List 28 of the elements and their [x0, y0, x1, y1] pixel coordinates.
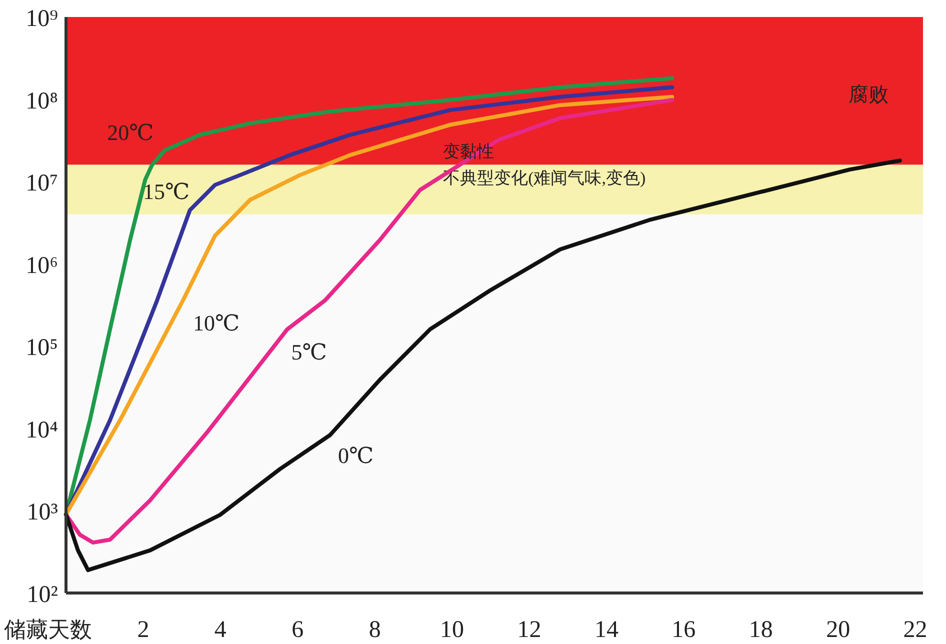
series-label: 15℃: [143, 178, 190, 204]
series-label: 5℃: [291, 339, 327, 364]
x-tick-label: 18: [748, 617, 773, 643]
annotation: 变黏性: [443, 142, 494, 161]
series-label: 10℃: [192, 310, 240, 336]
x-tick-label: 22: [903, 617, 928, 643]
y-tick-label: 10²: [26, 582, 58, 608]
x-tick-label: 14: [594, 617, 618, 643]
y-tick-label: 10⁷: [26, 170, 58, 197]
x-tick-label: 12: [517, 617, 542, 643]
x-tick-label: 4: [214, 617, 226, 643]
x-tick-label: 6: [292, 617, 304, 643]
y-tick-label: 10³: [26, 500, 58, 526]
series-label: 0℃: [338, 443, 374, 468]
y-tick-label: 10⁶: [26, 252, 58, 279]
x-tick-label: 16: [672, 617, 696, 643]
y-tick-label: 10⁵: [26, 335, 58, 362]
x-tick-label: 2: [137, 617, 150, 643]
band-label: 腐败: [848, 84, 889, 106]
x-tick-label: 20: [826, 617, 850, 643]
x-tick-label: 8: [368, 617, 381, 643]
series-label: 20℃: [107, 120, 154, 145]
y-tick-label: 10⁸: [26, 88, 58, 114]
y-tick-label: 10⁴: [26, 417, 58, 444]
y-tick-label: 10⁹: [26, 6, 58, 32]
line-series: [64, 158, 902, 572]
x-axis-title: 储藏天数: [4, 617, 92, 642]
x-tick-label: 10: [440, 617, 464, 643]
